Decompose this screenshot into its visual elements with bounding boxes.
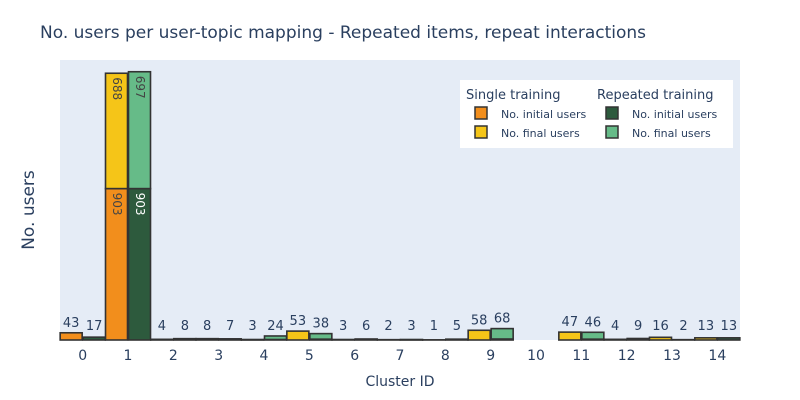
bar-total-label: 2 [384,319,392,334]
bar-total-label: 7 [226,319,234,334]
bar-segment [309,332,333,340]
bar-total-label: 13 [721,319,738,334]
legend-box [460,80,733,148]
x-tick-label: 12 [618,348,636,364]
bar-segment [354,338,378,341]
bar-total-label: 38 [313,317,330,332]
bar-total-label: 5 [453,319,461,334]
x-tick-label: 2 [169,348,178,364]
bar-total-label: 8 [181,319,189,334]
legend-label-repeated-final: No. final users [632,127,711,140]
bar-segment [331,338,355,341]
bar-value-label: 697 [133,76,147,99]
legend-swatch-single-final [474,125,488,139]
legend-label-single-final: No. final users [501,127,580,140]
bars-layer [59,70,741,341]
legend: Single training Repeated training No. in… [460,80,733,148]
x-tick-label: 9 [486,348,495,364]
bar-total-label: 3 [339,319,347,334]
bar-segment [626,337,650,341]
bar-total-label: 46 [585,315,602,330]
bar-segment [59,331,83,341]
chart-title: No. users per user-topic mapping - Repea… [40,23,646,43]
x-axis-title: Cluster ID [365,374,434,390]
x-tick-label: 7 [396,348,405,364]
bar-total-label: 9 [634,319,642,334]
bar-segment [467,329,491,341]
bar-total-label: 8 [203,319,211,334]
x-tick-label: 10 [527,348,545,364]
bar-segment [104,72,129,190]
bar-segment [286,330,310,341]
y-axis-title: No. users [19,170,39,250]
bar-segment [717,337,741,341]
bar-segment [648,336,673,341]
x-tick-labels: 0 1 2 3 4 5 6 7 8 9 10 11 12 13 14 [78,348,726,364]
x-tick-label: 3 [214,348,223,364]
bar-segment [445,338,469,341]
bar-segment [581,331,605,340]
legend-swatch-single-initial [474,106,488,120]
bar-total-label: 24 [267,319,284,334]
x-tick-label: 13 [663,348,681,364]
x-tick-label: 5 [305,348,314,364]
bar-total-label: 2 [679,319,687,334]
legend-group-title-repeated: Repeated training [597,88,714,103]
x-tick-label: 8 [441,348,450,364]
bar-segment [82,336,106,341]
bar-total-label: 43 [63,316,80,331]
legend-swatch-repeated-final [605,125,619,139]
bar-total-label: 6 [362,319,370,334]
bar-total-label: 1 [430,319,438,334]
x-tick-label: 4 [260,348,269,364]
bar-total-label: 16 [652,319,669,334]
legend-label-single-initial: No. initial users [501,108,586,121]
bar-segment [173,337,197,341]
bar-total-label: 68 [494,312,511,327]
x-tick-label: 1 [124,348,133,364]
bar-total-label: 13 [698,319,715,334]
bar-value-label: 903 [133,193,147,216]
legend-swatch-repeated-initial [605,106,619,120]
bar-segment [558,331,582,341]
x-tick-label: 0 [78,348,87,364]
bar-total-label: 3 [407,319,415,334]
bar-total-label: 4 [158,319,166,334]
bar-segment [603,338,627,341]
x-tick-label: 11 [572,348,590,364]
bar-segment [490,327,514,340]
bar-total-label: 3 [248,319,256,334]
bar-total-label: 53 [290,314,307,329]
bar-value-label: 688 [110,77,124,100]
bar-segment [195,337,219,340]
bar-total-label: 47 [562,315,579,330]
bar-segment [694,337,718,341]
bar-total-label: 4 [611,319,619,334]
legend-group-title-single: Single training [466,88,560,103]
legend-label-repeated-initial: No. initial users [632,108,717,121]
x-tick-label: 6 [350,348,359,364]
bar-value-label: 903 [110,193,124,216]
bar-segment [127,70,152,190]
bar-segment [263,335,288,341]
bar-segment [218,338,242,341]
bar-total-label: 58 [471,313,488,328]
x-tick-label: 14 [708,348,726,364]
bar-total-label: 17 [86,319,103,334]
